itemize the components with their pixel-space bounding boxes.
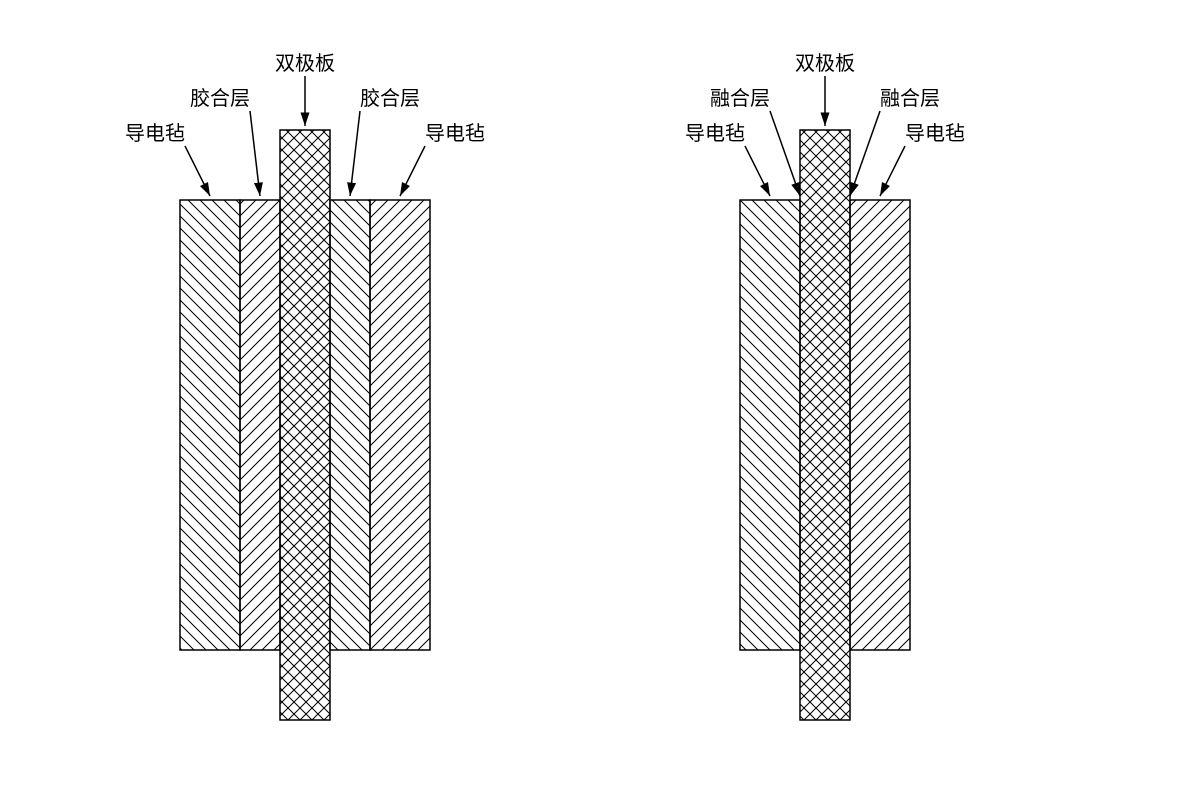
- arrow-left-felt-r: [400, 146, 425, 196]
- arrow-right-felt-r: [880, 146, 905, 196]
- left-glue-right: [330, 200, 370, 650]
- arrow-right-fusion-r: [850, 111, 880, 196]
- arrow-left-glue-r: [350, 111, 360, 196]
- left-glue-left: [240, 200, 280, 650]
- label-left-glue-l: 胶合层: [190, 87, 250, 110]
- label-left-felt-r: 导电毡: [425, 122, 485, 145]
- label-right-felt-l: 导电毡: [685, 122, 745, 145]
- label-right-fusion-l: 融合层: [710, 87, 770, 110]
- label-right-felt-r: 导电毡: [905, 122, 965, 145]
- right-felt-right: [850, 200, 910, 650]
- label-left-glue-r: 胶合层: [360, 87, 420, 110]
- arrow-left-felt-l: [185, 146, 210, 196]
- label-left-felt-l: 导电毡: [125, 122, 185, 145]
- arrow-right-fusion-l: [770, 111, 800, 196]
- left-bipolar-plate: [280, 130, 330, 720]
- arrow-left-glue-l: [250, 111, 260, 196]
- label-right-bipolar: 双极板: [795, 52, 855, 75]
- left-felt-left: [180, 200, 240, 650]
- right-bipolar-plate: [800, 130, 850, 720]
- label-right-fusion-r: 融合层: [880, 87, 940, 110]
- left-felt-right: [370, 200, 430, 650]
- right-felt-left: [740, 200, 800, 650]
- technical-diagram: 双极板胶合层胶合层导电毡导电毡双极板融合层融合层导电毡导电毡: [0, 0, 1200, 800]
- label-left-bipolar: 双极板: [275, 52, 335, 75]
- arrow-right-felt-l: [745, 146, 770, 196]
